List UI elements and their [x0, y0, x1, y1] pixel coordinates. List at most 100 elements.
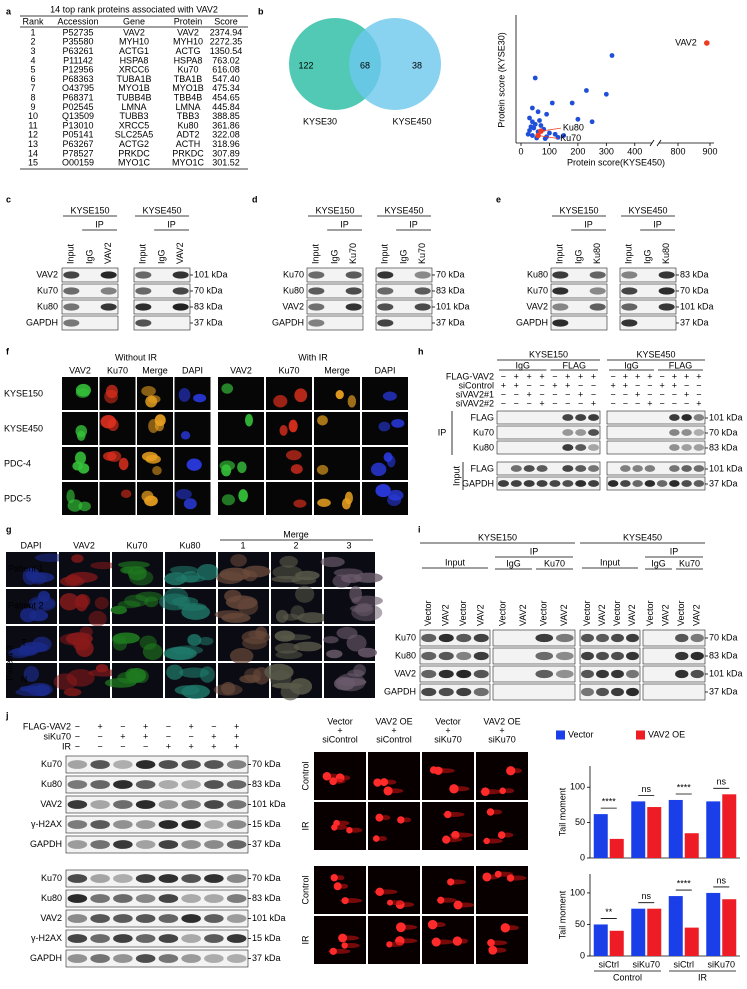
micrograph: [174, 412, 211, 445]
band: [473, 669, 489, 679]
band: [626, 651, 639, 661]
micrograph: [314, 482, 360, 515]
sign: −: [610, 398, 615, 408]
band: [562, 429, 574, 436]
sign: +: [120, 731, 125, 741]
x-tick-label: 900: [702, 146, 717, 156]
sign: −: [684, 380, 689, 390]
row-label: Control: [300, 761, 310, 790]
blot-strip: [496, 440, 601, 455]
tissue-signal: [269, 669, 292, 688]
table-cell: ACTG1: [119, 46, 149, 56]
tissue-signal: [59, 576, 85, 587]
band: [596, 633, 609, 643]
comet-head: [481, 787, 490, 797]
blot-strip: [606, 440, 706, 455]
band: [575, 429, 587, 436]
significance: ****: [602, 796, 617, 806]
sign: −: [591, 389, 596, 399]
sign: +: [539, 371, 544, 381]
tissue-signal: [88, 669, 119, 677]
tissue-signal: [297, 612, 328, 624]
tissue-signal: [198, 636, 214, 646]
sign: −: [647, 380, 652, 390]
table-cell: P63261: [62, 46, 93, 56]
table-cell: VAV2: [123, 27, 145, 37]
blot-strip: [642, 683, 706, 701]
tissue-signal: [63, 688, 82, 697]
sign: −: [578, 398, 583, 408]
lane-label: IgG: [329, 249, 339, 264]
comet-head: [487, 939, 495, 947]
row-label: FLAG: [470, 412, 494, 422]
band: [135, 287, 152, 295]
column-label: DAPI: [374, 365, 395, 375]
comet-head: [452, 936, 463, 946]
tissue-signal: [139, 635, 157, 650]
kda-label: 70 kDa: [252, 873, 281, 883]
band: [67, 934, 88, 943]
row-label: Ku80: [37, 301, 58, 311]
comet-head: [483, 837, 490, 845]
cell-signal: [221, 383, 234, 394]
point: [609, 53, 615, 58]
band: [135, 840, 156, 849]
comet-head: [451, 830, 460, 840]
band: [675, 669, 689, 679]
condition-label: FLAG-VAV2: [23, 721, 71, 731]
x-tick-label: siKu70: [632, 959, 660, 969]
tissue-signal: [280, 683, 300, 701]
tissue-signal: [248, 630, 265, 639]
point: [532, 121, 538, 127]
row-label: Patient 1: [8, 563, 44, 573]
band: [100, 303, 117, 311]
row-label: Ku70: [527, 285, 548, 295]
bar: [631, 801, 646, 858]
sign: −: [211, 721, 216, 731]
comet-head: [386, 941, 393, 948]
lane-label: IgG: [642, 249, 652, 264]
comet-head: [380, 778, 389, 787]
sign: −: [539, 389, 544, 399]
tissue-signal: [66, 669, 95, 687]
blot-strip: [496, 461, 601, 476]
band: [575, 414, 587, 421]
significance: ns: [641, 784, 651, 794]
comet-head: [373, 778, 382, 787]
label: KYSE450: [384, 205, 423, 215]
label: KYSE450: [142, 205, 181, 215]
tissue-signal: [118, 561, 150, 569]
band: [656, 480, 668, 487]
row-label: GAPDH: [384, 686, 416, 696]
band: [510, 480, 522, 487]
bar: [647, 908, 662, 956]
band: [90, 954, 110, 963]
legend-swatch: [556, 730, 565, 740]
comet-head: [375, 813, 384, 822]
band: [158, 894, 179, 903]
tissue-signal: [34, 553, 66, 562]
sign: −: [635, 380, 640, 390]
band: [135, 820, 156, 829]
table-cell: P12956: [62, 65, 93, 75]
annotated-point: [704, 40, 710, 46]
table-cell: 14: [28, 148, 38, 158]
label: Input: [445, 557, 466, 567]
table-cell: 2: [30, 37, 35, 47]
band: [626, 669, 639, 679]
band: [135, 780, 156, 789]
cell-signal: [386, 455, 396, 468]
band: [172, 287, 189, 295]
tissue-signal: [104, 677, 137, 688]
sign: −: [672, 389, 677, 399]
band: [549, 480, 561, 487]
band: [552, 303, 569, 311]
column-label: Vector: [435, 716, 461, 726]
table-cell: ACTG2: [119, 139, 149, 149]
cell-signal: [317, 415, 328, 426]
kda-label: 70 kDa: [436, 269, 465, 279]
cell-signal: [335, 390, 344, 400]
tissue-signal: [347, 669, 365, 677]
cell-signal: [279, 424, 288, 436]
cell-signal: [290, 464, 303, 474]
